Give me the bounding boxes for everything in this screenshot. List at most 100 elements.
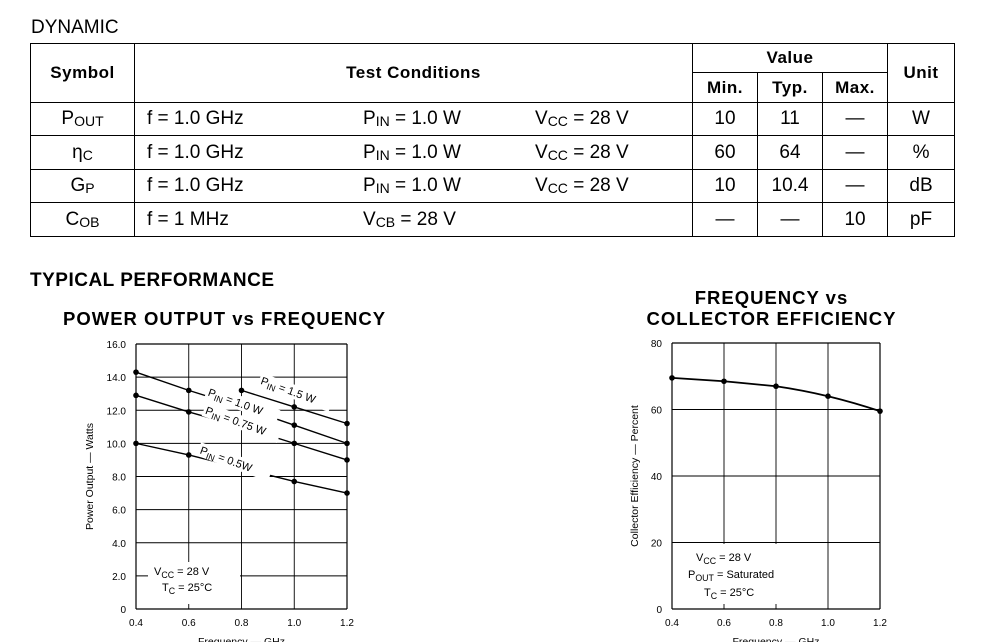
chart2-data-point xyxy=(773,383,779,390)
typ-cell: 10.4 xyxy=(757,168,823,204)
chart1-data-point xyxy=(185,387,192,394)
cond-rest: = 28 V xyxy=(567,141,629,163)
chart1-data-point xyxy=(344,490,350,496)
header-max: Max. xyxy=(821,72,889,103)
condition-pin: PIN = 1.0 W xyxy=(363,142,461,164)
symbol-sub: OUT xyxy=(74,113,104,130)
chart1-data-point xyxy=(133,392,139,399)
typ-cell: 11 xyxy=(757,101,823,137)
unit-cell: W xyxy=(887,101,956,137)
chart2-group: 0.4 0.6 0.8 1.0 1.2 0 20 40 60 80 Frequency — GHz C… xyxy=(629,339,887,642)
chart1-data-point xyxy=(344,457,350,463)
cond-main: V xyxy=(535,175,548,197)
symbol-sub: OB xyxy=(79,213,100,230)
dynamic-section-title: DYNAMIC xyxy=(31,17,119,38)
chart2-data-point xyxy=(825,393,831,400)
chart1-series-label-bg xyxy=(196,442,273,482)
header-symbol: Symbol xyxy=(30,43,135,103)
cond-rest: = 1.0 W xyxy=(389,175,461,197)
chart1-y-tick-label: 14.0 xyxy=(107,373,127,384)
condition-vcc: VCC = 28 V xyxy=(535,142,629,164)
condition-frequency: f = 1.0 GHz xyxy=(147,108,244,130)
unit-cell: pF xyxy=(887,202,956,237)
chart1-title: POWER OUTPUT vs FREQUENCY xyxy=(63,308,387,329)
chart1-x-tick-label: 1.2 xyxy=(340,618,354,629)
chart1-annotation-vcc: VCC = 28 V xyxy=(154,566,210,580)
chart1-x-tick-label: 1.0 xyxy=(287,618,301,629)
chart1-x-tick-label: 0.6 xyxy=(182,618,196,629)
cond-main: V xyxy=(363,208,376,230)
symbol-cell: GP xyxy=(30,168,135,204)
chart1-series-label-bg xyxy=(204,384,281,424)
dynamic-characteristics-table: Symbol Test Conditions Value Unit Min. T… xyxy=(30,42,956,237)
chart2-data-point xyxy=(721,378,727,385)
condition-pin: PIN = 1.0 W xyxy=(363,108,461,130)
chart1-data-point xyxy=(185,452,192,458)
chart1-y-tick-label: 0 xyxy=(120,605,126,616)
header-unit: Unit xyxy=(887,43,956,103)
test-conditions-cell: f = 1.0 GHz PIN = 1.0 W VCC = 28 V xyxy=(134,135,693,170)
cond-main: P xyxy=(363,141,376,163)
chart1-data-point xyxy=(344,420,350,427)
chart2-x-tick-label: 0.8 xyxy=(769,618,783,629)
chart2-y-tick-label: 60 xyxy=(651,406,663,417)
symbol-cell: COB xyxy=(30,202,135,237)
chart1-data-point xyxy=(291,404,298,410)
cond-rest: = 28 V xyxy=(567,175,629,197)
chart1-y-tick-label: 8.0 xyxy=(112,473,126,484)
max-cell: — xyxy=(821,135,889,170)
cond-rest: = 1.0 W xyxy=(389,108,461,130)
chart2-x-tick-label: 0.4 xyxy=(665,618,679,629)
chart2-y-axis-label: Collector Efficiency — Percent xyxy=(629,405,641,547)
symbol-cell: POUT xyxy=(30,101,135,137)
symbol-main: η xyxy=(72,141,83,163)
chart1-y-tick-label: 16.0 xyxy=(107,340,127,351)
chart2-y-tick-label: 20 xyxy=(651,539,663,550)
chart1-data-point xyxy=(291,422,298,428)
symbol-sub: C xyxy=(82,146,93,163)
max-cell: — xyxy=(821,101,889,137)
test-conditions-cell: f = 1 MHz VCB = 28 V xyxy=(134,202,693,237)
condition-frequency: f = 1.0 GHz xyxy=(147,141,244,163)
chart1-data-point xyxy=(185,409,192,415)
condition-vcc: VCC = 28 V xyxy=(535,175,629,197)
chart2-title-line1: FREQUENCY vs xyxy=(694,287,849,308)
chart1-data-point xyxy=(133,440,139,447)
typ-cell: — xyxy=(757,202,823,237)
chart1-data-point xyxy=(291,440,298,447)
cond-sub: CC xyxy=(547,180,568,197)
chart1-series-label-bg xyxy=(201,402,282,444)
chart1-y-tick-label: 10.0 xyxy=(107,439,127,450)
typical-performance-title: TYPICAL PERFORMANCE xyxy=(30,270,275,291)
chart2-title-line2: COLLECTOR EFFICIENCY xyxy=(646,308,897,329)
condition-vcb: VCB = 28 V xyxy=(363,209,456,231)
min-cell: 60 xyxy=(692,135,758,170)
symbol-main: G xyxy=(70,175,86,197)
symbol-sub: P xyxy=(85,180,95,197)
chart2-x-tick-label: 1.0 xyxy=(821,618,835,629)
chart2-y-tick-label: 80 xyxy=(651,339,663,350)
chart2-y-tick-label: 40 xyxy=(651,472,663,483)
condition-pin: PIN = 1.0 W xyxy=(363,175,461,197)
chart2-annotation-vcc: VCC = 28 V xyxy=(696,552,752,566)
chart1-data-point xyxy=(133,369,139,375)
chart2-x-axis-label: Frequency — GHz xyxy=(733,636,820,642)
table-row: POUT f = 1.0 GHz PIN = 1.0 W VCC = 28 V … xyxy=(30,101,956,137)
chart2-x-tick-label: 0.6 xyxy=(717,618,731,629)
header-typ: Typ. xyxy=(757,72,823,103)
condition-frequency: f = 1 MHz xyxy=(147,208,229,230)
chart2-annotation-pout: POUT = Saturated xyxy=(688,569,774,583)
chart1-group: 0.4 0.6 0.8 1.0 1.2 0 2.0 4.0 6.0 8.0 10.0 12.0 14.0… xyxy=(84,340,354,642)
condition-vcc: VCC = 28 V xyxy=(535,108,629,130)
chart1-y-tick-label: 4.0 xyxy=(112,539,126,550)
header-test-conditions: Test Conditions xyxy=(134,43,693,103)
chart2-annotation-bg xyxy=(686,544,806,604)
chart2-data-point xyxy=(669,375,675,381)
unit-cell: % xyxy=(887,135,956,170)
chart1-series-label: PIN = 1.5 W xyxy=(258,375,317,408)
min-cell: — xyxy=(692,202,758,237)
cond-sub: IN xyxy=(375,180,390,197)
chart2-y-tick-label: 0 xyxy=(656,605,662,616)
chart1-annotation-tc: TC = 25°C xyxy=(162,582,212,596)
